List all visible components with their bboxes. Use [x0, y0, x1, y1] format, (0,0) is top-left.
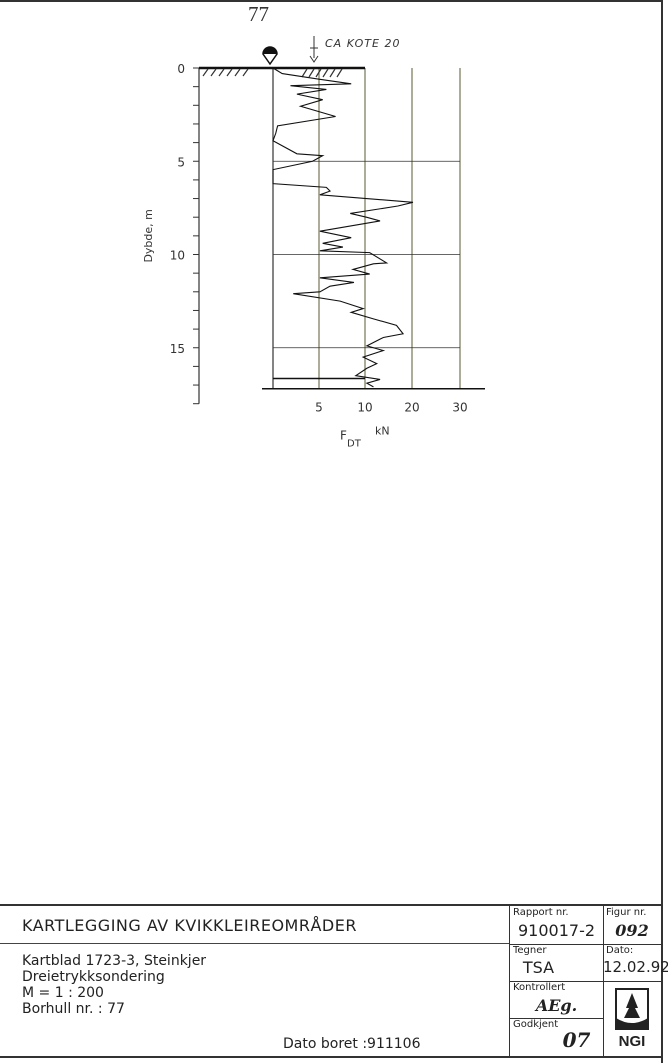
- ground-hatch: [202, 68, 343, 78]
- figur-value: 092: [615, 921, 649, 940]
- figur-label: Figur nr.: [606, 907, 647, 918]
- depth-tick-label: 5: [177, 155, 185, 169]
- x-tick-label: 20: [404, 401, 419, 415]
- description: Kartblad 1723-3, Steinkjer Dreietrykkson…: [22, 953, 206, 1017]
- x-axis-unit: kN: [375, 425, 390, 438]
- info-column: Rapport nr. 910017-2 Tegner TSA Kontroll…: [509, 906, 604, 1056]
- x-axis-label-subscript: DT: [347, 439, 362, 450]
- sounding-chart: 0 5 10 15 Dybde, m 5 10 20 30 CA KOTE 20 FDT kN: [142, 36, 485, 450]
- figure-column: Figur nr. 092 Dato: 12.02.92 NGI: [603, 906, 668, 1056]
- divider: [0, 943, 509, 944]
- kontrollert-cell: Kontrollert AEg.: [510, 981, 603, 1019]
- y-axis-label: Dybde, m: [142, 209, 155, 262]
- tree-logo-icon: NGI: [615, 988, 649, 1050]
- x-axis-label: F: [340, 429, 347, 443]
- scale: M = 1 : 200: [22, 985, 104, 1001]
- kontrollert-signature: AEg.: [535, 996, 578, 1015]
- annotation-arrow: [309, 36, 319, 63]
- godkjent-signature: 07: [562, 1028, 591, 1052]
- page-number: 77: [248, 2, 269, 26]
- x-tick-label: 10: [357, 401, 372, 415]
- sounding-curve: [272, 67, 414, 388]
- godkjent-label: Godkjent: [513, 1019, 559, 1030]
- depth-tick-label: 10: [170, 249, 185, 263]
- method: Dreietrykksondering: [22, 969, 165, 985]
- tegner-cell: Tegner TSA: [510, 944, 603, 982]
- ngi-logo: NGI: [615, 988, 649, 1050]
- ngi-logo-text: NGI: [619, 1033, 646, 1048]
- kontrollert-label: Kontrollert: [513, 982, 566, 993]
- figur-cell: Figur nr. 092: [603, 906, 661, 945]
- rapport-cell: Rapport nr. 910017-2: [510, 906, 603, 945]
- annotation-text: CA KOTE 20: [325, 37, 400, 50]
- tegner-value: TSA: [522, 958, 555, 977]
- title-block: KARTLEGGING AV KVIKKLEIREOMRÅDER Kartbla…: [0, 904, 668, 1058]
- dato-label: Dato:: [606, 945, 634, 956]
- depth-tick-label: 0: [177, 62, 185, 76]
- project-title: KARTLEGGING AV KVIKKLEIREOMRÅDER: [22, 916, 357, 935]
- borehole: Borhull nr. : 77: [22, 1001, 125, 1017]
- tegner-label: Tegner: [513, 945, 547, 956]
- date-drilled: Dato boret :911106: [283, 1036, 421, 1052]
- x-tick-label: 5: [315, 401, 323, 415]
- rapport-label: Rapport nr.: [513, 907, 569, 918]
- dato-cell: Dato: 12.02.92: [603, 944, 668, 982]
- dato-value: 12.02.92: [603, 958, 668, 976]
- rapport-value: 910017-2: [517, 921, 596, 940]
- groundwater-icon-fill: [263, 47, 277, 54]
- godkjent-cell: Godkjent 07: [510, 1018, 603, 1055]
- depth-tick-label: 15: [170, 342, 185, 356]
- x-tick-label: 30: [452, 401, 467, 415]
- map-sheet: Kartblad 1723-3, Steinkjer: [22, 953, 207, 969]
